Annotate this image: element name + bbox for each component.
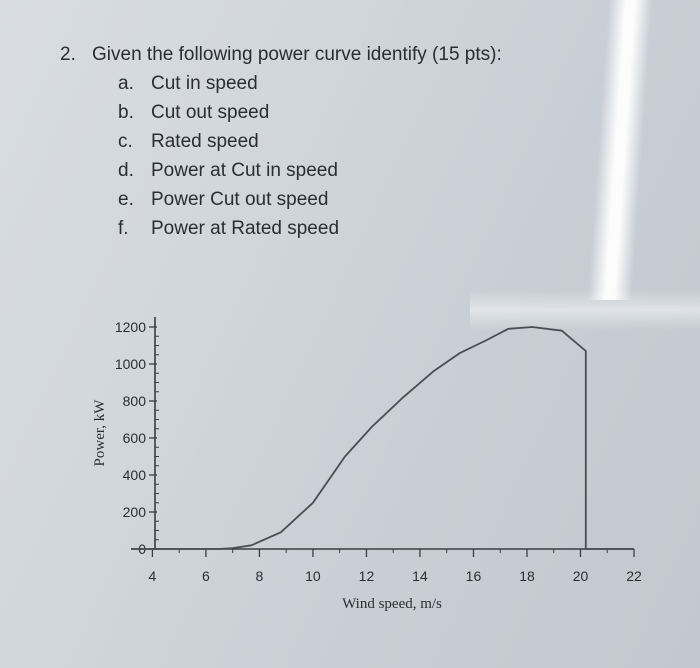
x-tick-label-22: 22 [626, 568, 642, 584]
light-glare [587, 0, 653, 300]
item-letter: e. [118, 189, 134, 210]
item-text: Rated speed [151, 131, 259, 152]
item-text: Cut in speed [151, 73, 258, 94]
x-tick-label-6: 6 [202, 568, 210, 584]
y-axis-label: Power, kW [92, 399, 108, 467]
question-block: 2. Given the following power curve ident… [60, 40, 502, 243]
y-tick-label-1200: 1200 [115, 319, 146, 335]
item-letter: b. [118, 102, 134, 123]
question-prompt: Given the following power curve identify… [92, 44, 502, 65]
x-tick-label-16: 16 [466, 568, 482, 584]
item-letter: d. [118, 160, 134, 181]
x-axis: 4 6 8 10 12 14 16 18 20 22 [131, 548, 642, 584]
y-tick-label-200: 200 [123, 504, 147, 520]
item-letter: c. [118, 131, 133, 152]
item-text: Power at Cut in speed [151, 160, 338, 181]
x-tick-label-18: 18 [519, 568, 535, 584]
series-group [131, 326, 634, 550]
question-item-c: c. Rated speed [118, 127, 502, 156]
question-number: 2. [60, 44, 76, 65]
question-item-b: b. Cut out speed [118, 98, 502, 127]
item-text: Power Cut out speed [151, 189, 329, 210]
light-glare-horizontal [470, 290, 700, 330]
question-item-f: f. Power at Rated speed [118, 214, 502, 243]
x-tick-label-4: 4 [149, 568, 157, 584]
item-text: Cut out speed [151, 102, 270, 123]
y-tick-label-400: 400 [123, 467, 147, 483]
y-tick-label-800: 800 [123, 393, 147, 409]
y-tick-label-600: 600 [123, 430, 147, 446]
x-tick-label-10: 10 [305, 568, 321, 584]
item-text: Power at Rated speed [151, 218, 340, 239]
question-items: a. Cut in speed b. Cut out speed c. Rated s… [60, 69, 502, 243]
question-header: 2. Given the following power curve ident… [60, 40, 502, 69]
y-tick-label-1000: 1000 [115, 356, 146, 372]
question-item-e: e. Power Cut out speed [118, 185, 502, 214]
question-item-d: d. Power at Cut in speed [118, 156, 502, 185]
x-axis-label: Wind speed, m/s [342, 596, 442, 612]
x-tick-label-8: 8 [256, 568, 264, 584]
power-curve-line [131, 326, 634, 550]
item-letter: a. [118, 73, 134, 94]
x-tick-label-14: 14 [412, 568, 428, 584]
x-tick-label-12: 12 [359, 568, 375, 584]
x-tick-label-20: 20 [573, 568, 589, 584]
question-item-a: a. Cut in speed [118, 69, 502, 98]
item-letter: f. [118, 218, 129, 239]
